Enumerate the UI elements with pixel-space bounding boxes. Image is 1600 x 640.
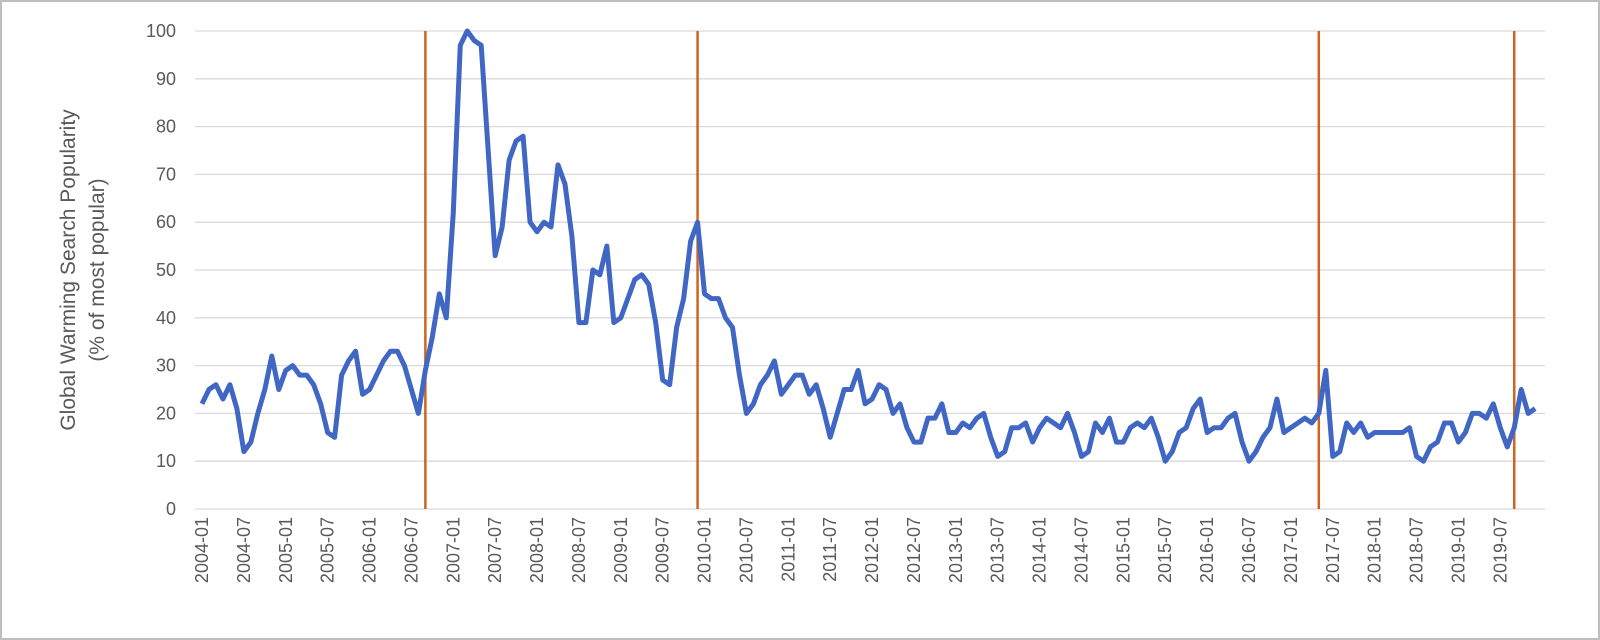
y-tick-label: 60 [156, 212, 176, 232]
y-tick-label: 100 [146, 21, 176, 41]
x-tick-label: 2013-01 [946, 517, 966, 583]
x-tick-label: 2006-07 [401, 517, 421, 583]
x-tick-label: 2019-07 [1490, 517, 1510, 583]
x-tick-label: 2011-01 [778, 517, 798, 582]
y-tick-label: 0 [166, 499, 176, 519]
x-tick-label: 2016-07 [1239, 517, 1259, 583]
x-tick-label: 2018-01 [1365, 517, 1385, 583]
y-tick-label: 20 [156, 403, 176, 423]
y-tick-label: 10 [156, 451, 176, 471]
x-tick-label: 2006-01 [360, 517, 380, 583]
x-tick-label: 2014-01 [1030, 517, 1050, 583]
x-tick-label: 2018-07 [1407, 517, 1427, 583]
x-tick-label: 2010-01 [695, 517, 715, 583]
data-line [199, 28, 1537, 464]
x-tick-label: 2012-01 [862, 517, 882, 583]
x-tick-label: 2011-07 [820, 517, 840, 582]
x-tick-label: 2019-01 [1448, 517, 1468, 583]
y-tick-label: 90 [156, 69, 176, 89]
x-tick-label: 2009-01 [611, 517, 631, 583]
x-tick-label: 2005-01 [276, 517, 296, 583]
x-tick-label: 2012-07 [904, 517, 924, 583]
y-axis-title: (% of most popular) [86, 178, 109, 361]
x-tick-label: 2014-07 [1071, 517, 1091, 583]
x-tick-label: 2017-07 [1323, 517, 1343, 583]
x-tick-label: 2010-07 [736, 517, 756, 583]
x-tick-label: 2005-07 [318, 517, 338, 583]
y-tick-label: 30 [156, 356, 176, 376]
x-tick-label: 2004-07 [234, 517, 254, 583]
x-tick-label: 2008-07 [569, 517, 589, 583]
x-tick-label: 2015-01 [1113, 517, 1133, 583]
x-tick-label: 2017-01 [1281, 517, 1301, 583]
x-tick-label: 2004-01 [192, 517, 212, 583]
x-tick-label: 2016-01 [1197, 517, 1217, 583]
x-tick-label: 2007-07 [485, 517, 505, 583]
y-tick-label: 70 [156, 164, 176, 184]
x-tick-label: 2015-07 [1155, 517, 1175, 583]
y-axis-title: Global Warming Search Popularity [57, 109, 80, 431]
y-tick-label: 50 [156, 260, 176, 280]
y-tick-label: 40 [156, 308, 176, 328]
x-tick-label: 2013-07 [988, 517, 1008, 583]
x-tick-label: 2009-07 [653, 517, 673, 583]
x-tick-label: 2008-01 [527, 517, 547, 583]
y-tick-label: 80 [156, 117, 176, 137]
x-tick-label: 2007-01 [443, 517, 463, 583]
